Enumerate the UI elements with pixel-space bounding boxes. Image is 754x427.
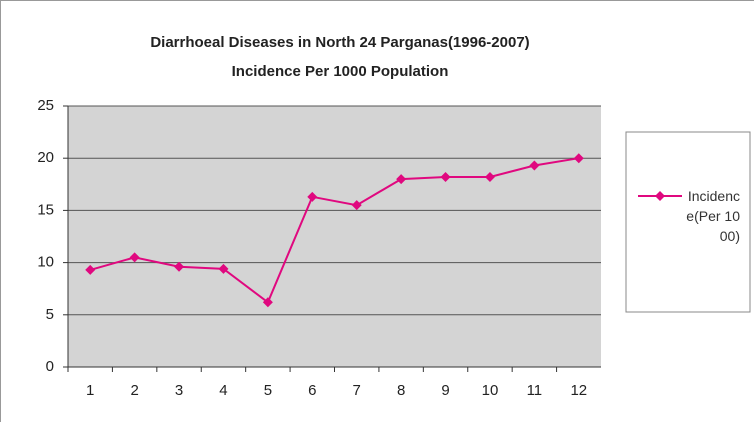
y-tick-label: 0 (46, 358, 54, 375)
y-tick-label: 15 (37, 201, 54, 218)
y-tick-label: 5 (46, 306, 54, 323)
y-tick-label: 10 (37, 254, 54, 271)
x-tick-label: 2 (130, 382, 138, 399)
chart-subtitle: Incidence Per 1000 Population (232, 63, 449, 80)
legend-label: Incidence(Per 1000) (684, 186, 740, 246)
x-tick-label: 9 (441, 382, 449, 399)
y-tick-label: 20 (37, 149, 54, 166)
x-tick-label: 7 (353, 382, 361, 399)
x-tick-label: 11 (527, 382, 543, 399)
x-tick-label: 8 (397, 382, 405, 399)
legend-label-box: Incidence(Per 1000) (684, 186, 746, 256)
x-tick-label: 1 (86, 382, 94, 399)
chart-title: Diarrhoeal Diseases in North 24 Parganas… (150, 34, 529, 51)
plot-area (68, 106, 601, 367)
x-tick-label: 4 (219, 382, 227, 399)
x-tick-label: 12 (570, 382, 587, 399)
x-tick-label: 3 (175, 382, 183, 399)
x-tick-label: 10 (482, 382, 499, 399)
x-tick-label: 5 (264, 382, 272, 399)
x-tick-label: 6 (308, 382, 316, 399)
y-tick-label: 25 (37, 97, 54, 114)
